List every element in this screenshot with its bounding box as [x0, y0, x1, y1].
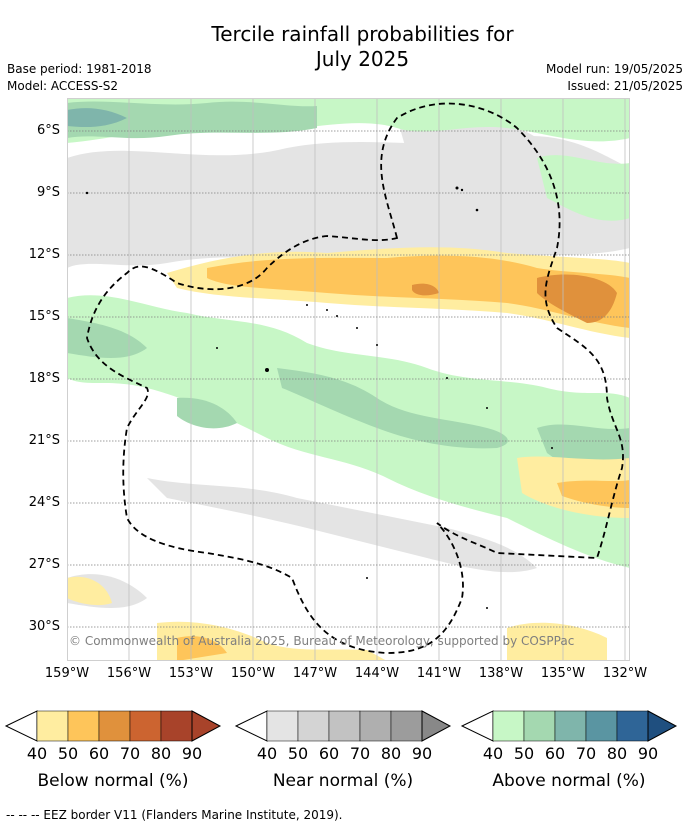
colorbar-legends [4, 710, 678, 742]
lon-tick: 153°W [168, 666, 214, 681]
cb-tick: 50 [287, 744, 309, 763]
cb-tick: 40 [256, 744, 278, 763]
lat-grid-lines [67, 130, 630, 628]
lon-tick: 132°W [602, 666, 648, 681]
colorbar-above-normal [460, 710, 678, 742]
map-title: Tercile rainfall probabilities for July … [0, 22, 690, 72]
eez-border [86, 102, 624, 654]
lat-tick: 30°S [28, 619, 60, 634]
near-normal-region-south [147, 478, 537, 573]
below-normal-region-sw [67, 576, 112, 606]
colorbar-below-normal [4, 710, 222, 742]
copyright-notice: © Commonwealth of Australia 2025, Bureau… [69, 634, 575, 648]
base-period: Base period: 1981-2018 [7, 62, 152, 76]
model-name: Model: ACCESS-S2 [7, 79, 119, 93]
cb-tick: 40 [482, 744, 504, 763]
lat-tick: 27°S [28, 557, 60, 572]
colorbar-swatch [297, 710, 330, 742]
colorbar-swatch [36, 710, 69, 742]
lon-tick: 138°W [478, 666, 524, 681]
cb-tick: 80 [606, 744, 628, 763]
cb-tick: 90 [411, 744, 433, 763]
colorbar-near-normal [234, 710, 452, 742]
lat-tick: 12°S [28, 247, 60, 262]
lon-tick: 135°W [540, 666, 586, 681]
above-normal-region-mid [67, 295, 630, 568]
cb-tick: 40 [26, 744, 48, 763]
cb-tick: 90 [181, 744, 203, 763]
below-normal-region-south-50 [177, 636, 227, 661]
above-normal-region-ne [537, 155, 630, 221]
eez-footnote: -- -- -- EEZ border V11 (Flanders Marine… [6, 808, 343, 822]
colorbar-swatch [266, 710, 299, 742]
cb-tick: 60 [544, 744, 566, 763]
map-canvas [67, 98, 630, 661]
colorbar-swatch [98, 710, 131, 742]
colorbar-below-label: Below normal (%) [37, 771, 189, 791]
lat-tick: 18°S [28, 371, 60, 386]
colorbar-swatch [67, 710, 100, 742]
cb-tick: 70 [575, 744, 597, 763]
below-normal-region-se-2 [507, 622, 607, 661]
lat-tick: 6°S [36, 123, 60, 138]
colorbar-above-label: Above normal (%) [492, 771, 646, 791]
above-normal-region-west [67, 318, 147, 358]
grid-lines [128, 98, 626, 661]
above-normal-region-west-2 [177, 397, 237, 429]
title-line-1: Tercile rainfall probabilities for [211, 22, 514, 46]
cb-tick: 70 [349, 744, 371, 763]
colorbar-swatch [523, 710, 556, 742]
island-markers [85, 186, 553, 609]
lon-tick: 141°W [416, 666, 462, 681]
lon-tick: 156°W [106, 666, 152, 681]
colorbar-swatch [359, 710, 392, 742]
above-normal-region-north-strong [67, 101, 317, 139]
lat-tick: 21°S [28, 433, 60, 448]
cb-tick: 80 [380, 744, 402, 763]
below-normal-band-60 [537, 274, 617, 323]
cb-tick: 90 [637, 744, 659, 763]
cb-tick: 70 [119, 744, 141, 763]
colorbar-swatch [616, 710, 649, 742]
lat-tick: 24°S [28, 495, 60, 510]
near-normal-region-north [67, 135, 630, 268]
lon-tick: 147°W [292, 666, 338, 681]
colorbar-swatch [328, 710, 361, 742]
cb-tick: 50 [57, 744, 79, 763]
lon-tick: 150°W [230, 666, 276, 681]
lon-tick: 144°W [354, 666, 400, 681]
colorbar-swatch [492, 710, 525, 742]
lat-tick: 15°S [28, 309, 60, 324]
cb-tick: 60 [88, 744, 110, 763]
cb-tick: 50 [513, 744, 535, 763]
cb-tick: 80 [150, 744, 172, 763]
lon-tick: 159°W [44, 666, 90, 681]
colorbar-swatch [585, 710, 618, 742]
colorbar-near-label: Near normal (%) [272, 771, 414, 791]
colorbar-swatch [129, 710, 162, 742]
model-run-date: Model run: 19/05/2025 [545, 62, 683, 76]
colorbar-swatch [390, 710, 423, 742]
below-normal-band-60b [412, 283, 439, 296]
above-normal-region-north-core [67, 108, 127, 128]
colorbar-swatch [160, 710, 193, 742]
cb-tick: 60 [318, 744, 340, 763]
below-normal-region-se-50 [557, 480, 630, 508]
title-line-2: July 2025 [315, 47, 410, 71]
issued-date: Issued: 21/05/2025 [567, 79, 683, 93]
probability-map: © Commonwealth of Australia 2025, Bureau… [67, 98, 630, 661]
lat-tick: 9°S [36, 185, 60, 200]
colorbar-swatch [554, 710, 587, 742]
above-normal-region-mid-strong [277, 368, 508, 449]
